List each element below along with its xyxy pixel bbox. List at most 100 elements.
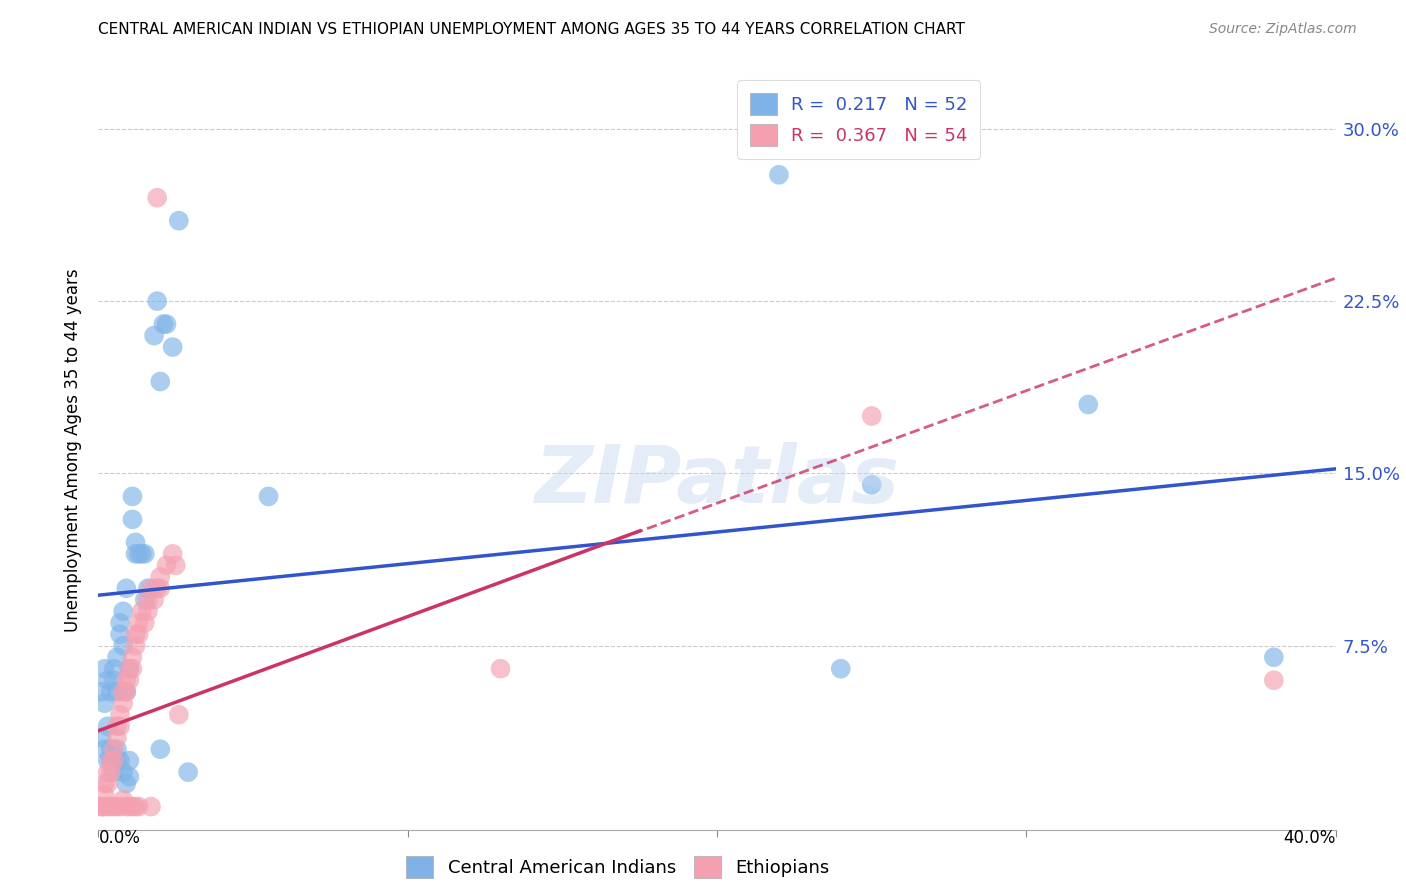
Point bbox=[105, 650, 128, 665]
Point bbox=[93, 776, 115, 790]
Point bbox=[90, 684, 112, 698]
Point bbox=[134, 547, 156, 561]
Point bbox=[97, 719, 120, 733]
Point bbox=[115, 582, 138, 596]
Text: ZIPatlas: ZIPatlas bbox=[534, 442, 900, 520]
Text: CENTRAL AMERICAN INDIAN VS ETHIOPIAN UNEMPLOYMENT AMONG AGES 35 TO 44 YEARS CORR: CENTRAL AMERICAN INDIAN VS ETHIOPIAN UNE… bbox=[98, 22, 966, 37]
Text: 40.0%: 40.0% bbox=[1284, 829, 1336, 847]
Point bbox=[105, 731, 128, 745]
Point bbox=[768, 168, 790, 182]
Point bbox=[124, 799, 146, 814]
Point bbox=[136, 582, 159, 596]
Point bbox=[136, 592, 159, 607]
Point bbox=[134, 615, 156, 630]
Text: Source: ZipAtlas.com: Source: ZipAtlas.com bbox=[1209, 22, 1357, 37]
Point bbox=[124, 627, 146, 641]
Point bbox=[143, 592, 166, 607]
Point bbox=[165, 558, 187, 573]
Point bbox=[112, 765, 135, 780]
Point bbox=[489, 662, 512, 676]
Point bbox=[118, 662, 141, 676]
Point bbox=[103, 742, 125, 756]
Point bbox=[162, 547, 184, 561]
Y-axis label: Unemployment Among Ages 35 to 44 years: Unemployment Among Ages 35 to 44 years bbox=[65, 268, 83, 632]
Point bbox=[124, 547, 146, 561]
Point bbox=[108, 627, 131, 641]
Point bbox=[121, 650, 143, 665]
Point bbox=[128, 627, 150, 641]
Point bbox=[108, 615, 131, 630]
Point bbox=[105, 754, 128, 768]
Point bbox=[1077, 397, 1099, 411]
Point bbox=[90, 731, 112, 745]
Point bbox=[97, 754, 120, 768]
Point bbox=[112, 604, 135, 618]
Point bbox=[149, 570, 172, 584]
Point bbox=[103, 799, 125, 814]
Point bbox=[112, 684, 135, 698]
Point bbox=[167, 707, 190, 722]
Point bbox=[112, 696, 135, 710]
Point bbox=[100, 799, 122, 814]
Point bbox=[93, 742, 115, 756]
Point bbox=[115, 673, 138, 688]
Point bbox=[93, 662, 115, 676]
Point bbox=[100, 765, 122, 780]
Point bbox=[103, 662, 125, 676]
Point bbox=[128, 547, 150, 561]
Point bbox=[118, 673, 141, 688]
Point bbox=[105, 684, 128, 698]
Point bbox=[100, 754, 122, 768]
Point bbox=[131, 547, 153, 561]
Point bbox=[108, 719, 131, 733]
Point bbox=[124, 639, 146, 653]
Point bbox=[121, 799, 143, 814]
Point bbox=[128, 799, 150, 814]
Point bbox=[149, 742, 172, 756]
Point bbox=[115, 776, 138, 790]
Point bbox=[118, 662, 141, 676]
Point bbox=[155, 317, 177, 331]
Point bbox=[136, 604, 159, 618]
Point bbox=[143, 328, 166, 343]
Point bbox=[97, 765, 120, 780]
Point bbox=[90, 799, 112, 814]
Point bbox=[257, 490, 280, 504]
Point bbox=[162, 340, 184, 354]
Point bbox=[115, 684, 138, 698]
Point bbox=[121, 490, 143, 504]
Point bbox=[860, 478, 883, 492]
Point bbox=[93, 696, 115, 710]
Point bbox=[90, 799, 112, 814]
Point bbox=[149, 375, 172, 389]
Point bbox=[1263, 673, 1285, 688]
Point bbox=[146, 582, 169, 596]
Point bbox=[108, 799, 131, 814]
Point bbox=[124, 535, 146, 549]
Point bbox=[134, 592, 156, 607]
Point bbox=[118, 770, 141, 784]
Point bbox=[118, 799, 141, 814]
Point bbox=[146, 294, 169, 309]
Point bbox=[112, 639, 135, 653]
Point bbox=[100, 754, 122, 768]
Point bbox=[121, 512, 143, 526]
Point bbox=[93, 788, 115, 802]
Point bbox=[128, 615, 150, 630]
Point bbox=[97, 776, 120, 790]
Point bbox=[112, 793, 135, 807]
Point bbox=[103, 765, 125, 780]
Point bbox=[1263, 650, 1285, 665]
Legend: Central American Indians, Ethiopians: Central American Indians, Ethiopians bbox=[399, 848, 837, 885]
Point bbox=[108, 754, 131, 768]
Point bbox=[152, 317, 174, 331]
Point bbox=[139, 799, 162, 814]
Point bbox=[139, 582, 162, 596]
Point bbox=[118, 754, 141, 768]
Point bbox=[103, 754, 125, 768]
Point bbox=[167, 213, 190, 227]
Point bbox=[177, 765, 200, 780]
Point bbox=[121, 662, 143, 676]
Point bbox=[860, 409, 883, 423]
Point bbox=[103, 673, 125, 688]
